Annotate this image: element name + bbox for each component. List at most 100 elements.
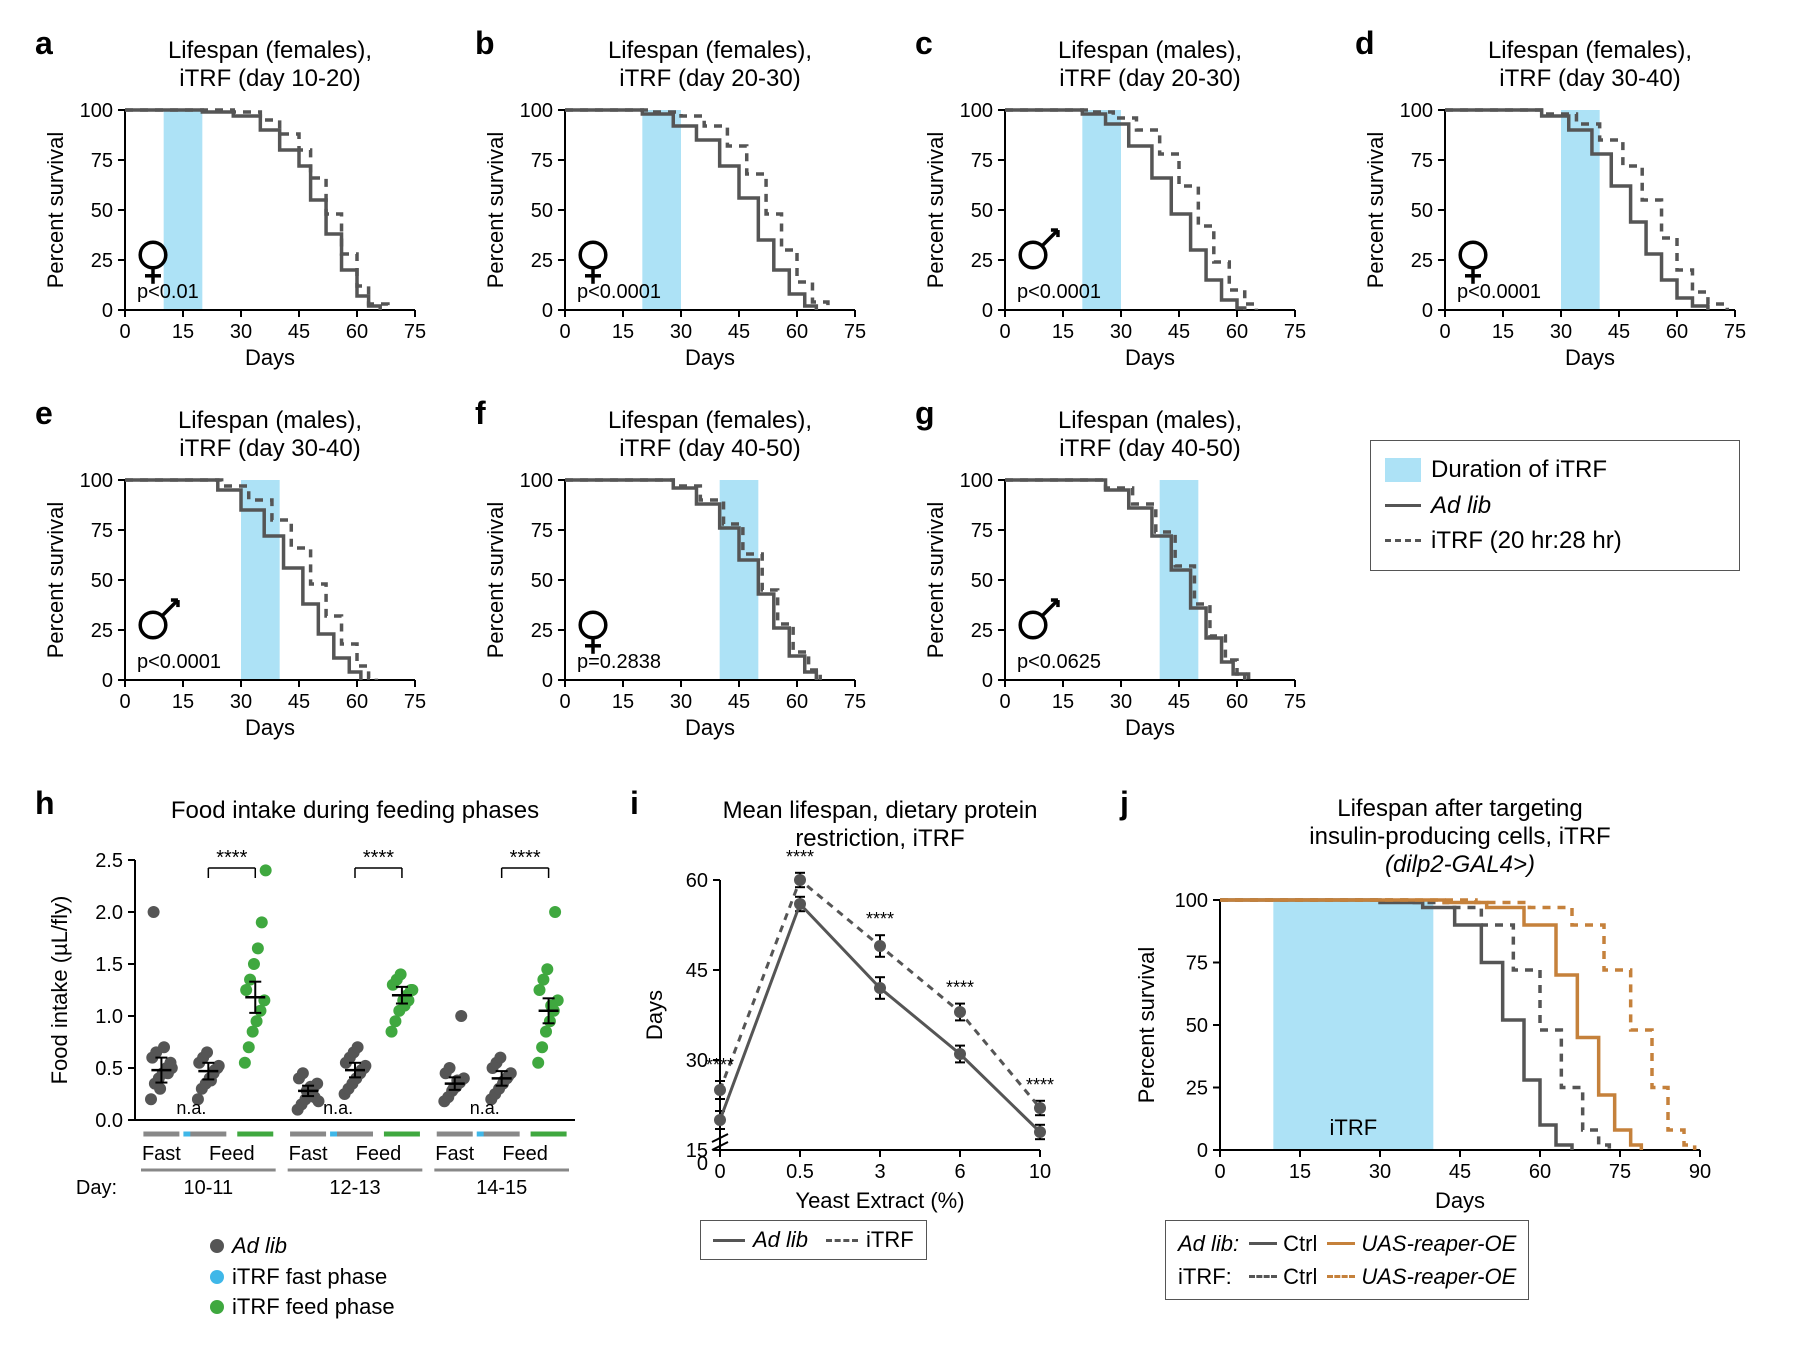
xtick-label: 0 — [999, 691, 1010, 713]
pvalue-label: p<0.01 — [137, 281, 199, 303]
ytick-label: 25 — [971, 620, 993, 642]
highlight-band — [720, 480, 759, 680]
ytick-label: 100 — [80, 470, 113, 492]
xtick-label: 75 — [404, 321, 426, 343]
xtick-label: 60 — [786, 691, 808, 713]
survival-chart-f: 015304560750255075100p=0.2838DaysPercent… — [485, 400, 885, 740]
panel-h-chart: 0.00.51.01.52.02.5n.a.****FastFeed10-11n… — [45, 790, 605, 1230]
xtick-label: 15 — [1492, 321, 1514, 343]
female-icon — [580, 612, 606, 654]
data-point — [154, 1083, 166, 1095]
ytick-label: 25 — [91, 250, 113, 272]
xtick-label: 30 — [230, 321, 252, 343]
chart-title-line1: Lifespan (females), — [608, 407, 812, 434]
panel-b: b015304560750255075100p<0.0001DaysPercen… — [485, 30, 885, 370]
panel-h: h0.00.51.01.52.02.5n.a.****FastFeed10-11… — [45, 790, 605, 1230]
panel-letter: b — [475, 25, 495, 62]
chart-title-line2: iTRF (day 20-30) — [1059, 65, 1240, 92]
data-point — [532, 1057, 544, 1069]
xtick-label: 0 — [559, 321, 570, 343]
chart-title-line2: iTRF (day 20-30) — [619, 65, 800, 92]
ytick-label: 2.0 — [95, 902, 123, 924]
xtick-label: 0 — [559, 691, 570, 713]
sig-label: **** — [1026, 1075, 1054, 1095]
highlight-band — [1082, 110, 1121, 310]
phase-label: Fast — [435, 1143, 474, 1165]
survival-chart-b: 015304560750255075100p<0.0001DaysPercent… — [485, 30, 885, 370]
chart-title-line1: Mean lifespan, dietary protein — [723, 797, 1038, 824]
legend-i-adlib-line — [713, 1239, 745, 1242]
ytick-label: 75 — [531, 520, 553, 542]
ytick-label: 100 — [80, 100, 113, 122]
highlight-band — [164, 110, 203, 310]
chart-title-line1: Lifespan (females), — [608, 37, 812, 64]
phase-label: Fast — [289, 1143, 328, 1165]
xtick-label: 60 — [1529, 1161, 1551, 1183]
data-point — [166, 1062, 178, 1074]
ytick-label: 25 — [91, 620, 113, 642]
y-axis-label: Percent survival — [45, 132, 68, 289]
male-icon — [1020, 230, 1058, 268]
ytick-label: 0 — [102, 300, 113, 322]
ytick-label: 25 — [531, 250, 553, 272]
data-point — [395, 968, 407, 980]
chart-title-line1: Lifespan (males), — [178, 407, 362, 434]
xtick-label: 15 — [1289, 1161, 1311, 1183]
day-label: 14-15 — [476, 1177, 527, 1199]
legend-dot-feed — [210, 1300, 224, 1314]
xtick-label: 3 — [874, 1161, 885, 1183]
x-axis-label: Days — [1125, 345, 1175, 370]
ytick-label: 50 — [531, 570, 553, 592]
data-point — [386, 1026, 398, 1038]
ytick-label: 50 — [971, 200, 993, 222]
data-point — [248, 958, 260, 970]
chart-title-line2: restriction, iTRF — [795, 825, 964, 852]
ytick-label: 50 — [531, 200, 553, 222]
ytick-label: 0 — [542, 300, 553, 322]
ytick-label: 75 — [91, 150, 113, 172]
data-point — [541, 963, 553, 975]
y-axis-label: Percent survival — [485, 132, 508, 289]
xtick-label: 30 — [1369, 1161, 1391, 1183]
xtick-label: 0 — [714, 1161, 725, 1183]
data-point — [494, 1052, 506, 1064]
day-prefix: Day: — [76, 1177, 117, 1199]
data-point — [247, 1026, 259, 1038]
ytick-label: 50 — [91, 570, 113, 592]
xtick-label: 60 — [786, 321, 808, 343]
data-point — [444, 1062, 456, 1074]
phase-label: Fast — [142, 1143, 181, 1165]
legend-j-itrf-prefix: iTRF: — [1178, 1260, 1239, 1293]
highlight-band — [1273, 900, 1433, 1150]
itrf-line — [1005, 480, 1249, 680]
panel-letter: c — [915, 25, 933, 62]
ytick-label: 75 — [971, 520, 993, 542]
panel-i-chart: 15304560000.53610********************Mea… — [640, 790, 1080, 1220]
xtick-label: 75 — [844, 691, 866, 713]
legend-main: Duration of iTRF Ad lib iTRF (20 hr:28 h… — [1370, 440, 1740, 571]
xtick-label: 30 — [1110, 691, 1132, 713]
legend-j-adlib-ctrl-line — [1249, 1242, 1277, 1245]
survival-chart-d: 015304560750255075100p<0.0001DaysPercent… — [1365, 30, 1765, 370]
panel-letter: j — [1120, 785, 1129, 822]
legend-itrf-line — [1385, 539, 1421, 542]
legend-i-itrf-label: iTRF — [866, 1227, 914, 1253]
legend-i-adlib-label: Ad lib — [753, 1227, 808, 1253]
phase-label: Feed — [209, 1143, 255, 1165]
legend-dot-fast — [210, 1270, 224, 1284]
chart-title-line3: (dilp2-GAL4>) — [1385, 851, 1535, 878]
data-point — [540, 1026, 552, 1038]
ytick-label: 50 — [1411, 200, 1433, 222]
data-point — [455, 1010, 467, 1022]
ytick-label: 0 — [982, 670, 993, 692]
x-axis-label: Days — [685, 345, 735, 370]
xtick-label: 10 — [1029, 1161, 1051, 1183]
panel-g: g015304560750255075100p<0.0625DaysPercen… — [925, 400, 1325, 740]
adlib-line — [1005, 110, 1245, 310]
data-point — [158, 1041, 170, 1053]
xtick-label: 75 — [1609, 1161, 1631, 1183]
legend-h-adlib-label: Ad lib — [232, 1232, 287, 1261]
legend-h-feed-label: iTRF feed phase — [232, 1293, 395, 1322]
survival-chart-e: 015304560750255075100p<0.0001DaysPercent… — [45, 400, 445, 740]
y-axis-label: Percent survival — [1134, 947, 1159, 1104]
